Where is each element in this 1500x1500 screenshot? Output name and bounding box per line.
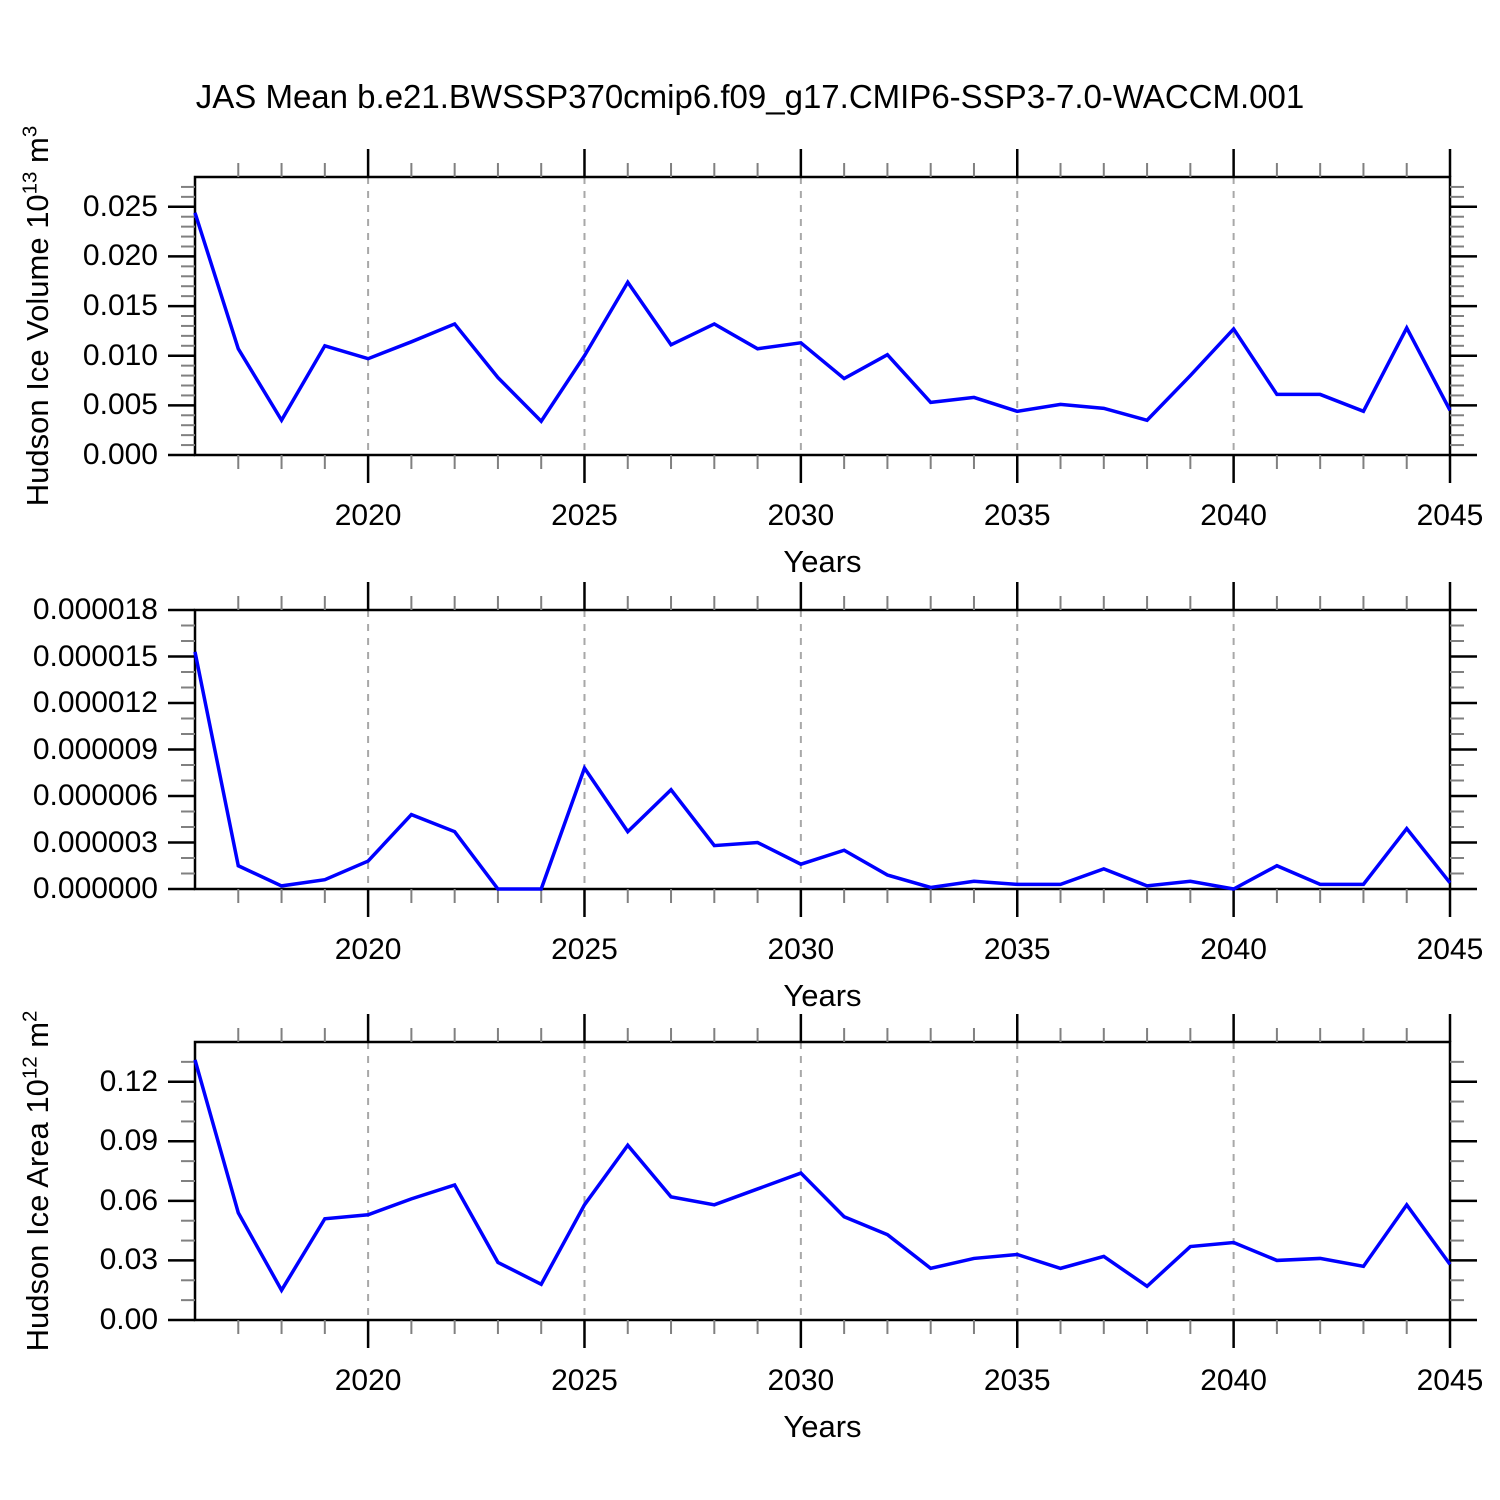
y-tick-label: 0.010 xyxy=(82,338,158,372)
x-tick-label: 2040 xyxy=(1200,933,1267,966)
x-tick-label: 2035 xyxy=(983,499,1051,532)
x-tick-label: 2020 xyxy=(334,499,402,532)
x-tick-label: 2045 xyxy=(1416,1364,1484,1397)
x-tick-label: 2045 xyxy=(1416,499,1484,532)
x-tick-label: 2035 xyxy=(983,933,1051,966)
x-tick-label: 2025 xyxy=(551,1364,618,1397)
x-tick-label: 2045 xyxy=(1416,933,1484,966)
x-tick-label: 2030 xyxy=(767,499,835,532)
data-line-hudson-ice-middle xyxy=(193,651,1452,891)
data-line-hudson-ice-area xyxy=(193,1059,1452,1294)
y-tick-label: 0.025 xyxy=(82,189,158,223)
chart-title: JAS Mean b.e21.BWSSP370cmip6.f09_g17.CMI… xyxy=(195,78,1305,115)
y-tick-label: 0.005 xyxy=(82,388,158,422)
y-tick-label: 0.000006 xyxy=(32,779,158,812)
y-tick-label: 0.015 xyxy=(82,289,158,323)
y-tick-label: 0.09 xyxy=(99,1124,158,1158)
x-tick-label: 2040 xyxy=(1200,1364,1267,1397)
x-axis-title-years: Years xyxy=(783,1409,862,1444)
x-tick-label: 2030 xyxy=(767,933,835,966)
y-axis-title-text: Hudson Ice Volume 10 xyxy=(20,194,55,507)
x-tick-label: 2020 xyxy=(334,933,402,966)
y-tick-label: 0.03 xyxy=(99,1243,158,1277)
y-tick-label: 0.000015 xyxy=(32,639,158,673)
y-axis-title-superscript: 13 xyxy=(18,171,42,195)
y-tick-label: 0.00 xyxy=(99,1303,158,1336)
y-tick-label: 0.000018 xyxy=(32,593,158,626)
y-tick-label: 0.000009 xyxy=(32,732,158,766)
y-tick-label: 0.06 xyxy=(99,1183,158,1217)
y-axis-title-text: m xyxy=(20,1021,55,1057)
x-tick-label: 2040 xyxy=(1200,499,1267,532)
y-tick-label: 0.000003 xyxy=(32,825,158,859)
x-tick-label: 2035 xyxy=(983,1364,1051,1397)
y-axis-title-hudson-ice-volume: Hudson Ice Volume 1013 m3 xyxy=(18,16,58,616)
y-tick-label: 0.000 xyxy=(82,438,158,471)
y-axis-title-superscript: 12 xyxy=(18,1056,42,1080)
x-tick-label: 2025 xyxy=(551,499,618,532)
y-axis-title-superscript: 2 xyxy=(18,1010,42,1022)
y-tick-label: 0.12 xyxy=(99,1064,158,1098)
y-tick-label: 0.000012 xyxy=(32,686,158,719)
y-axis-title-text: m xyxy=(20,137,55,172)
x-axis-title-years: Years xyxy=(783,544,862,579)
y-tick-label: 0.020 xyxy=(82,239,158,273)
y-axis-title-superscript: 3 xyxy=(18,125,42,138)
x-tick-label: 2025 xyxy=(551,933,618,966)
y-tick-label: 0.000000 xyxy=(32,872,158,905)
y-axis-title-hudson-ice-area: Hudson Ice Area 1012 m2 xyxy=(18,881,58,1481)
x-axis-title-years: Years xyxy=(783,978,862,1013)
y-axis-title-text: Hudson Ice Area 10 xyxy=(20,1079,55,1352)
data-line-hudson-ice-volume xyxy=(193,212,1452,425)
x-tick-label: 2020 xyxy=(334,1364,402,1397)
x-tick-label: 2030 xyxy=(767,1364,835,1397)
